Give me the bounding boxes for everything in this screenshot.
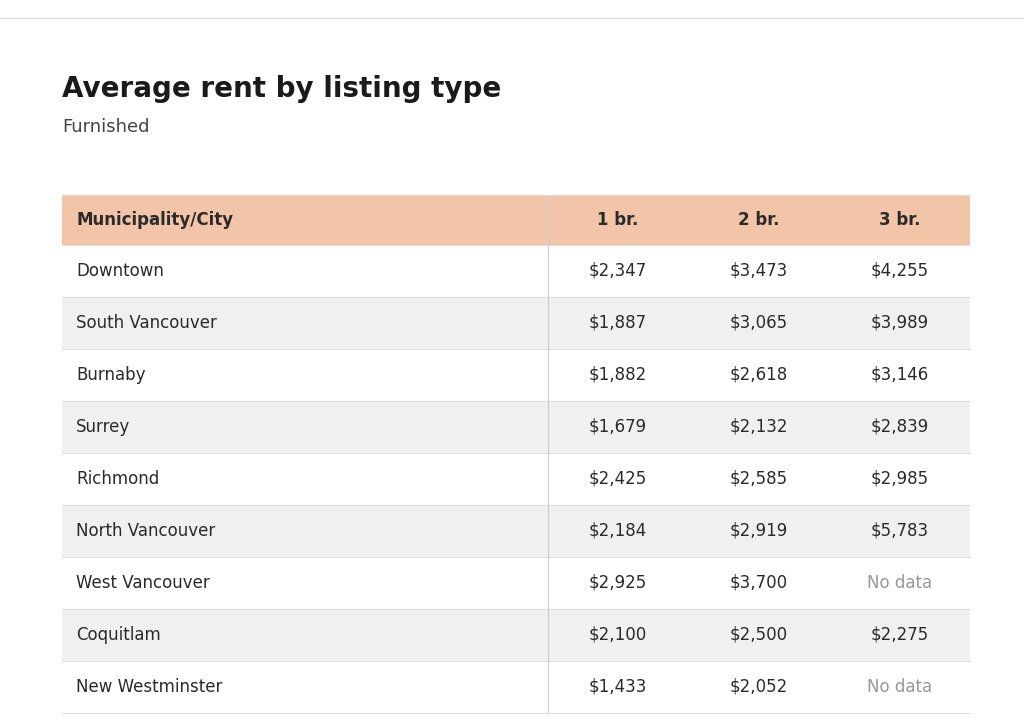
Text: $2,425: $2,425 <box>589 470 647 488</box>
Bar <box>62 349 970 401</box>
Text: $2,184: $2,184 <box>589 522 647 540</box>
Bar <box>62 609 970 661</box>
Text: South Vancouver: South Vancouver <box>76 314 217 332</box>
Bar <box>62 195 970 245</box>
Text: Average rent by listing type: Average rent by listing type <box>62 75 502 103</box>
Text: $2,919: $2,919 <box>730 522 788 540</box>
Text: Surrey: Surrey <box>76 418 130 436</box>
Text: $2,985: $2,985 <box>870 470 929 488</box>
Text: $2,585: $2,585 <box>730 470 787 488</box>
Bar <box>62 297 970 349</box>
Text: No data: No data <box>867 574 932 592</box>
Text: $2,100: $2,100 <box>589 626 647 644</box>
Text: Burnaby: Burnaby <box>76 366 145 384</box>
Text: $2,839: $2,839 <box>870 418 929 436</box>
Text: Furnished: Furnished <box>62 118 150 136</box>
Bar <box>62 557 970 609</box>
Bar <box>62 661 970 713</box>
Text: $3,989: $3,989 <box>870 314 929 332</box>
Text: Richmond: Richmond <box>76 470 160 488</box>
Text: $2,347: $2,347 <box>589 262 647 280</box>
Bar <box>62 245 970 297</box>
Text: No data: No data <box>867 678 932 696</box>
Text: $2,275: $2,275 <box>870 626 929 644</box>
Text: $3,700: $3,700 <box>730 574 787 592</box>
Bar <box>62 453 970 505</box>
Text: $3,146: $3,146 <box>870 366 929 384</box>
Text: $2,052: $2,052 <box>730 678 788 696</box>
Text: $1,887: $1,887 <box>589 314 647 332</box>
Text: West Vancouver: West Vancouver <box>76 574 210 592</box>
Text: 1 br.: 1 br. <box>597 211 639 229</box>
Text: $1,882: $1,882 <box>589 366 647 384</box>
Text: $2,618: $2,618 <box>730 366 788 384</box>
Text: $2,925: $2,925 <box>589 574 647 592</box>
Text: $1,433: $1,433 <box>589 678 647 696</box>
Text: North Vancouver: North Vancouver <box>76 522 215 540</box>
Text: Municipality/City: Municipality/City <box>76 211 233 229</box>
Text: $1,679: $1,679 <box>589 418 647 436</box>
Text: $3,473: $3,473 <box>730 262 788 280</box>
Text: $2,132: $2,132 <box>730 418 788 436</box>
Text: Downtown: Downtown <box>76 262 164 280</box>
Text: 2 br.: 2 br. <box>738 211 779 229</box>
Text: $2,500: $2,500 <box>730 626 787 644</box>
Text: $5,783: $5,783 <box>870 522 929 540</box>
Text: 3 br.: 3 br. <box>879 211 921 229</box>
Text: New Westminster: New Westminster <box>76 678 222 696</box>
Bar <box>62 401 970 453</box>
Bar <box>62 505 970 557</box>
Text: $3,065: $3,065 <box>730 314 787 332</box>
Text: Coquitlam: Coquitlam <box>76 626 161 644</box>
Text: $4,255: $4,255 <box>870 262 929 280</box>
